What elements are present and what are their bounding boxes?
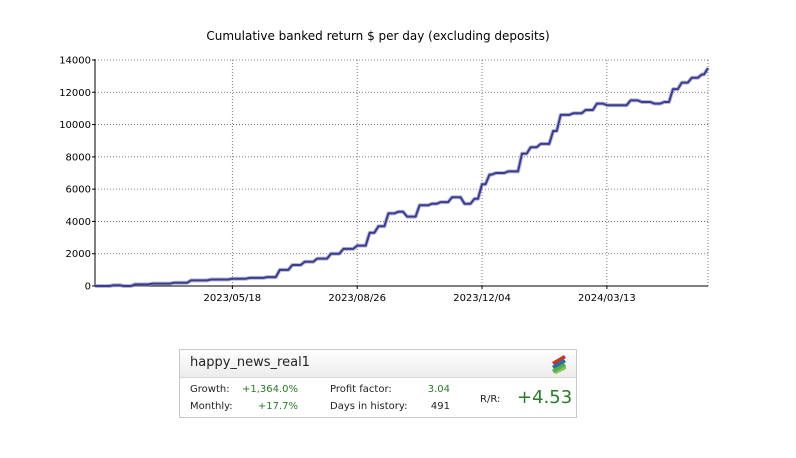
myfxbook-logo-icon — [552, 355, 566, 374]
y-tick-label: 14000 — [59, 56, 91, 67]
x-tick-label: 2024/03/13 — [578, 293, 636, 304]
growth-label: Growth: — [190, 384, 230, 395]
chart: Cumulative banked return $ per day (excl… — [59, 29, 710, 304]
grid — [95, 59, 709, 286]
y-tick-label: 10000 — [59, 120, 91, 131]
monthly-label: Monthly: — [190, 401, 233, 412]
axes — [92, 59, 708, 289]
profit-factor-label: Profit factor: — [330, 384, 392, 395]
x-tick-label: 2023/12/04 — [453, 293, 511, 304]
y-tick-label: 0 — [85, 282, 91, 293]
series — [95, 67, 710, 288]
y-tick-label: 6000 — [66, 185, 91, 196]
y-tick-labels: 0 2000 4000 6000 8000 10000 12000 14000 — [59, 56, 91, 293]
growth-value: +1,364.0% — [241, 384, 298, 395]
y-tick-label: 4000 — [66, 217, 91, 228]
rr-label: R/R: — [480, 394, 501, 405]
profit-factor-value: 3.04 — [427, 384, 450, 395]
widget-header: happy_news_real1 — [180, 350, 576, 378]
days-in-history-label: Days in history: — [330, 401, 408, 412]
y-tick-label: 2000 — [66, 249, 91, 260]
widget-stats: Growth: +1,364.0% Monthly: +17.7% Profit… — [180, 378, 576, 418]
x-tick-label: 2023/08/26 — [328, 293, 386, 304]
y-tick-label: 8000 — [66, 152, 91, 163]
account-name: happy_news_real1 — [190, 355, 310, 370]
rr-value: +4.53 — [517, 387, 573, 408]
y-tick-label: 12000 — [59, 88, 91, 99]
x-tick-labels: 2023/05/18 2023/08/26 2023/12/04 2024/03/13 — [204, 293, 636, 304]
series-line — [95, 67, 709, 287]
account-widget[interactable]: happy_news_real1 Growth: +1,364.0% Month… — [179, 349, 577, 418]
monthly-value: +17.7% — [257, 401, 298, 412]
chart-title: Cumulative banked return $ per day (excl… — [206, 29, 549, 43]
x-tick-label: 2023/05/18 — [204, 293, 262, 304]
days-in-history-value: 491 — [430, 401, 450, 412]
